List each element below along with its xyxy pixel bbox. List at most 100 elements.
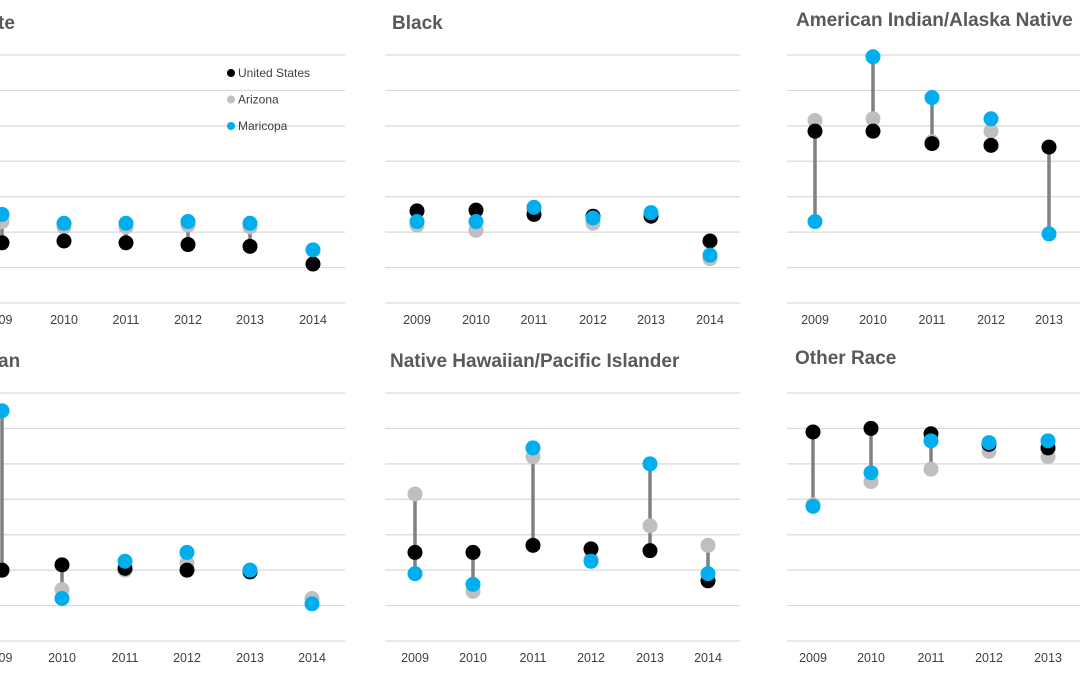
point-maricopa — [304, 596, 320, 612]
x-tick-label: 2012 — [577, 651, 605, 665]
x-tick-label: 2014 — [298, 651, 326, 665]
point-maricopa — [863, 465, 879, 481]
panel-5: Native Hawaiian/Pacific Islander 2009 2010… — [385, 351, 740, 665]
legend: United States Arizona Maricopa — [227, 66, 310, 133]
x-tick-label: 2013 — [637, 313, 665, 327]
point-arizona — [407, 486, 423, 502]
point-united-states — [407, 544, 423, 560]
point-maricopa — [700, 566, 716, 582]
x-tick-label: 2011 — [112, 651, 139, 665]
panel-1: te 009 2010 2011 2012 2013 2014 — [0, 13, 345, 327]
x-tick-label: 2013 — [636, 651, 664, 665]
point-maricopa — [1040, 433, 1056, 449]
point-maricopa — [0, 206, 10, 222]
x-tick-label: 2010 — [857, 651, 885, 665]
panel-title: te — [0, 13, 15, 34]
x-tick-label: 2014 — [696, 313, 724, 327]
point-arizona — [923, 461, 939, 477]
point-maricopa — [525, 440, 541, 456]
panel-3: American Indian/Alaska Native 2009 2010 201… — [787, 10, 1080, 327]
point-maricopa — [583, 553, 599, 569]
point-maricopa — [117, 553, 133, 569]
x-tick-label: 2011 — [521, 313, 548, 327]
x-tick-label: 2011 — [520, 651, 547, 665]
point-maricopa — [305, 242, 321, 258]
panel-title: Native Hawaiian/Pacific Islander — [390, 351, 680, 372]
point-maricopa — [702, 247, 718, 263]
point-arizona — [642, 518, 658, 534]
point-maricopa — [54, 590, 70, 606]
point-united-states — [863, 420, 879, 436]
point-united-states — [0, 235, 10, 251]
point-maricopa — [642, 456, 658, 472]
point-maricopa — [0, 403, 10, 419]
point-maricopa — [981, 435, 997, 451]
point-maricopa — [865, 49, 881, 65]
x-tick-label: 2010 — [462, 313, 490, 327]
x-tick-label: 009 — [0, 313, 12, 327]
x-tick-label: 2013 — [236, 651, 264, 665]
point-united-states — [465, 544, 481, 560]
panel-title: Other Race — [795, 348, 896, 369]
point-maricopa — [983, 111, 999, 127]
point-united-states — [583, 541, 599, 557]
point-united-states — [468, 202, 484, 218]
panel-6: Other Race 2009 2010 2011 2012 2013 — [787, 348, 1080, 665]
point-maricopa — [805, 498, 821, 514]
panel-4: an 009 2010 2011 2012 2013 2014 — [0, 351, 345, 665]
point-maricopa — [465, 576, 481, 592]
point-united-states — [702, 233, 718, 249]
point-united-states — [180, 237, 196, 253]
point-arizona — [865, 111, 881, 127]
point-united-states — [642, 543, 658, 559]
legend-label: United States — [238, 66, 310, 80]
x-tick-label: 2009 — [401, 651, 429, 665]
point-united-states — [56, 233, 72, 249]
point-maricopa — [118, 215, 134, 231]
panel-title: American Indian/Alaska Native — [796, 10, 1073, 31]
point-united-states — [525, 537, 541, 553]
point-maricopa — [242, 562, 258, 578]
legend-label: Maricopa — [238, 119, 288, 133]
x-tick-label: 2012 — [975, 651, 1003, 665]
point-maricopa — [407, 566, 423, 582]
point-maricopa — [924, 90, 940, 106]
point-united-states — [54, 557, 70, 573]
x-tick-label: 2011 — [919, 313, 946, 327]
x-tick-label: 2013 — [236, 313, 264, 327]
point-united-states — [807, 123, 823, 139]
legend-marker — [227, 69, 235, 77]
x-tick-label: 2013 — [1034, 651, 1062, 665]
x-tick-label: 2010 — [459, 651, 487, 665]
point-maricopa — [468, 214, 484, 230]
legend-label: Arizona — [238, 93, 279, 107]
point-united-states — [805, 424, 821, 440]
x-tick-label: 2010 — [859, 313, 887, 327]
point-arizona — [983, 123, 999, 139]
panel-title: Black — [392, 13, 443, 34]
point-maricopa — [923, 433, 939, 449]
x-tick-label: 2014 — [694, 651, 722, 665]
x-tick-label: 2012 — [977, 313, 1005, 327]
point-united-states — [924, 136, 940, 152]
x-tick-label: 2012 — [173, 651, 201, 665]
point-united-states — [865, 123, 881, 139]
x-tick-label: 2013 — [1035, 313, 1063, 327]
x-tick-label: 2009 — [403, 313, 431, 327]
point-arizona — [700, 537, 716, 553]
point-maricopa — [180, 214, 196, 230]
point-united-states — [1041, 139, 1057, 155]
point-arizona — [807, 113, 823, 129]
x-tick-label: 2009 — [801, 313, 829, 327]
point-united-states — [305, 256, 321, 272]
x-tick-label: 2010 — [48, 651, 76, 665]
point-maricopa — [242, 215, 258, 231]
x-tick-label: 2012 — [174, 313, 202, 327]
point-maricopa — [56, 215, 72, 231]
point-maricopa — [585, 210, 601, 226]
point-maricopa — [409, 214, 425, 230]
point-maricopa — [807, 214, 823, 230]
x-tick-label: 2010 — [50, 313, 78, 327]
x-tick-label: 2011 — [918, 651, 945, 665]
x-tick-label: 2014 — [299, 313, 327, 327]
